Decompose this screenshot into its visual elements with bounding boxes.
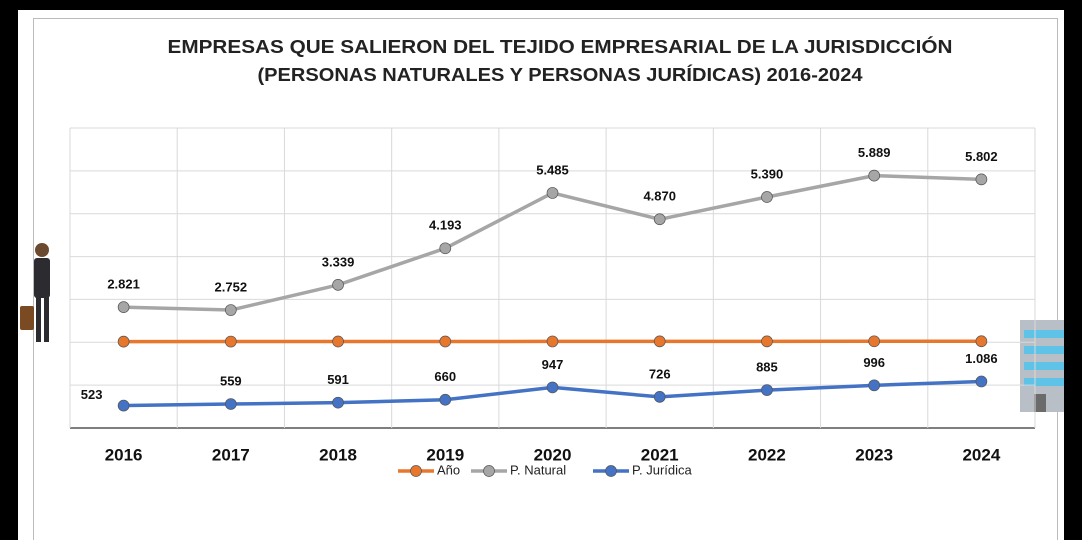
x-tick-label: 2018 xyxy=(319,445,357,464)
x-tick-label: 2024 xyxy=(962,445,1000,464)
legend-marker xyxy=(410,465,422,477)
data-label: 4.870 xyxy=(643,189,676,204)
data-label: 4.193 xyxy=(429,218,462,233)
data-label: 5.802 xyxy=(965,149,998,164)
data-label: 559 xyxy=(220,373,242,388)
point xyxy=(224,304,237,316)
data-label: 726 xyxy=(649,366,671,381)
businessman-icon xyxy=(20,243,50,342)
building-icon xyxy=(1020,320,1064,412)
point xyxy=(332,396,344,409)
point xyxy=(224,335,237,348)
x-tick-label: 2021 xyxy=(641,445,679,464)
legend-label: P. Jurídica xyxy=(632,462,693,477)
frame xyxy=(33,18,1058,540)
point xyxy=(117,335,130,348)
chart-title: EMPRESAS QUE SALIERON DEL TEJIDO EMPRESA… xyxy=(168,36,953,57)
point xyxy=(546,187,559,199)
data-label: 3.339 xyxy=(322,254,355,269)
legend-marker xyxy=(605,465,617,477)
data-label: 947 xyxy=(542,357,564,372)
data-label: 660 xyxy=(434,369,456,384)
point xyxy=(117,301,130,313)
data-label: 2.752 xyxy=(215,279,248,294)
data-label: 591 xyxy=(327,372,349,387)
point xyxy=(653,213,666,226)
chart-subtitle: (PERSONAS NATURALES Y PERSONAS JURÍDICAS… xyxy=(258,64,863,85)
point xyxy=(653,335,666,348)
point xyxy=(439,335,452,348)
data-label: 5.485 xyxy=(536,162,569,177)
point xyxy=(224,398,237,410)
point xyxy=(332,279,344,291)
point xyxy=(761,384,773,396)
x-tick-label: 2023 xyxy=(855,445,893,464)
point xyxy=(975,375,988,388)
point xyxy=(439,393,452,406)
data-label: 5.390 xyxy=(751,166,784,181)
point xyxy=(868,169,881,182)
point xyxy=(761,191,773,203)
panel xyxy=(18,10,1064,540)
x-tick-label: 2020 xyxy=(534,445,572,464)
data-label: 1.086 xyxy=(965,351,998,366)
point xyxy=(117,399,130,412)
x-tick-label: 2016 xyxy=(105,445,143,464)
point xyxy=(761,335,773,348)
x-tick-label: 2017 xyxy=(212,445,250,464)
point xyxy=(975,335,988,348)
data-label: 996 xyxy=(863,355,885,370)
point xyxy=(868,379,881,392)
point xyxy=(653,391,666,403)
point xyxy=(332,335,344,348)
point xyxy=(546,335,559,348)
point xyxy=(439,242,452,255)
point xyxy=(975,173,988,186)
legend-label: Año xyxy=(437,462,460,477)
data-label: 2.821 xyxy=(107,277,140,292)
data-label: 523 xyxy=(81,387,103,402)
point xyxy=(868,335,881,348)
legend-marker xyxy=(483,465,495,477)
x-tick-label: 2022 xyxy=(748,445,786,464)
x-tick-label: 2019 xyxy=(426,445,464,464)
data-label: 5.889 xyxy=(858,145,891,160)
point xyxy=(546,381,559,394)
legend-label: P. Natural xyxy=(510,462,566,477)
data-label: 885 xyxy=(756,360,778,375)
